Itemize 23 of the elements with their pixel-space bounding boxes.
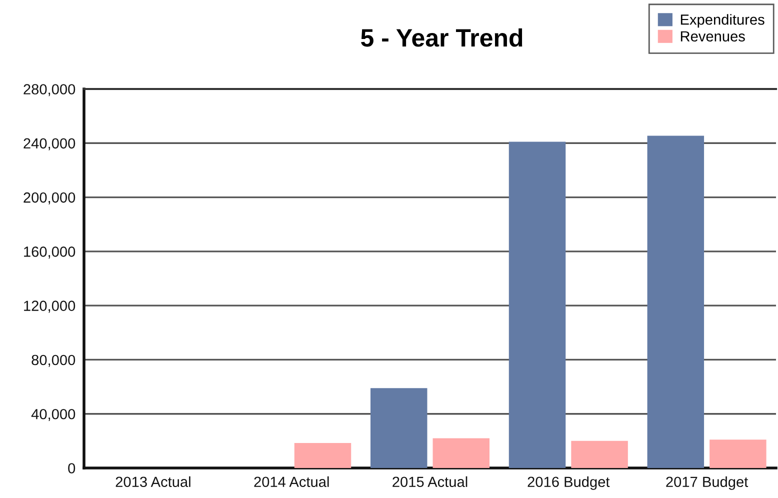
x-tick-label: 2017 Budget	[666, 476, 748, 490]
legend-label: Revenues	[680, 31, 745, 42]
bar	[710, 440, 766, 468]
y-tick-label: 0	[68, 463, 76, 474]
x-tick-label: 2013 Actual	[116, 476, 190, 488]
y-tick-label: 240,000	[24, 138, 76, 150]
bar	[432, 438, 490, 468]
bar	[294, 442, 352, 468]
bar	[508, 142, 566, 468]
y-tick-label: 160,000	[24, 246, 76, 259]
bar	[370, 388, 428, 468]
x-tick-label: 2015 Actual	[392, 476, 468, 488]
legend-label: Expenditures	[680, 14, 764, 28]
y-tick-label: 40,000	[31, 408, 76, 422]
y-tick-label: 120,000	[24, 300, 76, 313]
bar	[571, 440, 628, 468]
y-tick-label: 80,000	[32, 354, 76, 367]
x-tick-label: 2016 Budget	[528, 476, 610, 490]
y-tick-label: 200,000	[24, 192, 76, 204]
x-tick-label: 2014 Actual	[254, 476, 329, 488]
bar	[647, 136, 704, 468]
chart-title: 5 - Year Trend	[361, 28, 522, 47]
y-tick-label: 280,000	[24, 84, 76, 96]
